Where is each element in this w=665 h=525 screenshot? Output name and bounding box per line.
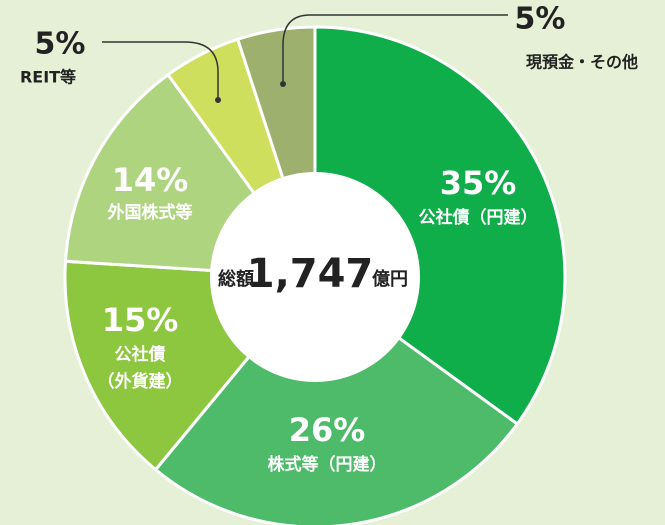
- value-label: 35%: [440, 164, 517, 202]
- leader-dot: [215, 97, 221, 103]
- category-label: 公社債（外貨建）: [98, 344, 183, 392]
- center-prefix: 総額: [218, 268, 254, 290]
- center-unit: 億円: [372, 268, 408, 290]
- donut-hole: [210, 172, 420, 382]
- category-label: 外国株式等: [108, 202, 193, 223]
- leader-dot: [280, 81, 286, 87]
- category-label: REIT等: [20, 68, 76, 87]
- slice: [313, 25, 567, 427]
- value-label: 14%: [112, 161, 189, 199]
- value-label: 15%: [102, 301, 179, 339]
- category-label: 現預金・その他: [526, 53, 638, 72]
- category-label: 公社債（円建）: [419, 207, 538, 228]
- center-value: 1,747: [247, 251, 374, 297]
- value-label: 5%: [515, 2, 566, 37]
- leader-line: [102, 41, 219, 100]
- category-label: 株式等（円建）: [268, 454, 387, 475]
- value-label: 5%: [35, 27, 86, 62]
- value-label: 26%: [289, 411, 366, 449]
- leader-line: [282, 14, 508, 84]
